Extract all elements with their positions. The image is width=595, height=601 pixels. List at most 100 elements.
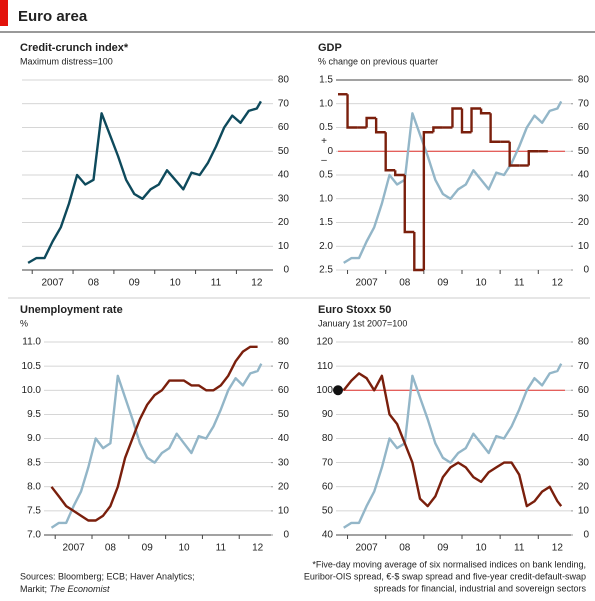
reference-marker	[333, 385, 343, 396]
gdp-step	[460, 108, 472, 134]
y2-tick-label: 50	[278, 409, 290, 420]
chart-title: GDP	[318, 42, 342, 54]
sources: Sources: Bloomberg; ECB; Haver Analytics…	[20, 571, 195, 581]
y2-tick-label: 40	[578, 170, 590, 181]
y-tick-label: 1.0	[319, 193, 333, 204]
x-tick-label: 12	[252, 543, 264, 554]
gdp-step	[413, 232, 424, 272]
y-tick-label: 8.0	[27, 481, 41, 492]
y2-tick-label: 70	[578, 98, 590, 109]
x-tick-label: 09	[129, 278, 141, 289]
y-tick-label: 7.5	[27, 506, 41, 517]
chart-title: Credit-crunch index*	[20, 42, 129, 54]
y-tick-label: 7.0	[27, 530, 41, 541]
gdp-step	[479, 108, 491, 115]
y-tick-label: 1.0	[319, 98, 333, 109]
gdp-step	[384, 132, 396, 172]
y-tick-label: 9.5	[27, 409, 41, 420]
x-tick-label: 09	[437, 543, 449, 554]
y-tick-label: 11.0	[22, 337, 41, 348]
chart-subtitle: % change on previous quarter	[318, 56, 438, 66]
series-line	[27, 100, 262, 264]
y2-tick-label: 80	[578, 75, 590, 86]
gdp-step	[489, 113, 501, 143]
y2-tick-label: 0	[583, 530, 589, 541]
y2-tick-label: 0	[583, 265, 589, 276]
y2-tick-label: 50	[578, 146, 590, 157]
x-tick-label: 11	[211, 278, 222, 289]
series-line	[342, 372, 563, 508]
gdp-step	[527, 150, 539, 166]
y2-tick-label: 60	[278, 385, 290, 396]
y2-tick-label: 80	[278, 337, 290, 348]
y-tick-label: 40	[322, 530, 334, 541]
y-tick-label: 110	[317, 361, 333, 372]
y-tick-label: 70	[278, 98, 290, 109]
chart-title: Unemployment rate	[20, 304, 123, 316]
x-tick-label: 2007	[355, 278, 378, 289]
y2-tick-label: 30	[578, 457, 590, 468]
background-line	[343, 363, 563, 529]
y-tick-label: 40	[278, 170, 290, 181]
x-tick-label: 08	[88, 278, 100, 289]
x-tick-label: 08	[105, 543, 117, 554]
y-tick-label: 0.5	[319, 170, 333, 181]
series-line	[50, 345, 258, 522]
chart-subtitle: %	[20, 318, 28, 328]
x-tick-label: 11	[514, 278, 525, 289]
y-tick-label: 8.5	[27, 457, 41, 468]
sign-label: –	[321, 155, 327, 166]
y-tick-label: 50	[278, 146, 290, 157]
y-tick-label: 20	[278, 217, 290, 228]
footnote: *Five-day moving average of six normalis…	[312, 559, 586, 569]
x-tick-label: 09	[437, 278, 449, 289]
chart-subtitle: January 1st 2007=100	[318, 318, 407, 328]
x-tick-label: 11	[514, 543, 525, 554]
x-tick-label: 12	[552, 543, 564, 554]
y2-tick-label: 70	[278, 361, 290, 372]
y-tick-label: 30	[278, 193, 290, 204]
chart-title: Euro Stoxx 50	[318, 304, 391, 316]
chart-subtitle: Maximum distress=100	[20, 56, 113, 66]
x-tick-label: 08	[399, 543, 411, 554]
sources: Markit; The Economist	[20, 584, 110, 594]
y-tick-label: 1.5	[319, 217, 333, 228]
footnote: spreads for financial, industrial and so…	[374, 583, 587, 593]
gdp-step	[432, 126, 443, 133]
y2-tick-label: 30	[578, 193, 590, 204]
y-tick-label: 0	[327, 146, 333, 157]
y-tick-label: 10.5	[22, 361, 42, 372]
y-tick-label: 120	[316, 337, 333, 348]
gdp-step	[470, 107, 482, 133]
y-tick-label: 1.5	[319, 75, 333, 86]
sign-label: +	[321, 136, 327, 147]
x-tick-label: 2007	[355, 543, 378, 554]
y-tick-label: 2.5	[319, 265, 333, 276]
x-tick-label: 09	[142, 543, 154, 554]
y-tick-label: 90	[322, 409, 334, 420]
y2-tick-label: 0	[283, 530, 289, 541]
y2-tick-label: 10	[578, 241, 590, 252]
y-tick-label: 50	[322, 506, 334, 517]
background-line	[343, 100, 563, 264]
gdp-step	[403, 175, 415, 234]
sources: Markit;	[20, 584, 50, 594]
x-tick-label: 10	[476, 278, 488, 289]
y2-tick-label: 20	[578, 217, 590, 228]
gdp-step	[451, 107, 462, 128]
x-tick-label: 2007	[42, 278, 65, 289]
gdp-step	[346, 94, 358, 129]
background-line	[50, 363, 263, 529]
footnote: Euribor-OIS spread, €-$ swap spread and …	[304, 571, 586, 581]
y-tick-label: 100	[316, 385, 333, 396]
gdp-step	[374, 118, 386, 134]
y2-tick-label: 70	[578, 361, 590, 372]
y2-tick-label: 50	[578, 409, 590, 420]
y-tick-label: 60	[322, 481, 334, 492]
gdp-step	[394, 170, 405, 177]
x-tick-label: 10	[178, 543, 190, 554]
y2-tick-label: 40	[278, 433, 290, 444]
x-tick-label: 08	[399, 278, 411, 289]
y-tick-label: 80	[278, 75, 290, 86]
y-tick-label: 10.0	[22, 385, 42, 396]
